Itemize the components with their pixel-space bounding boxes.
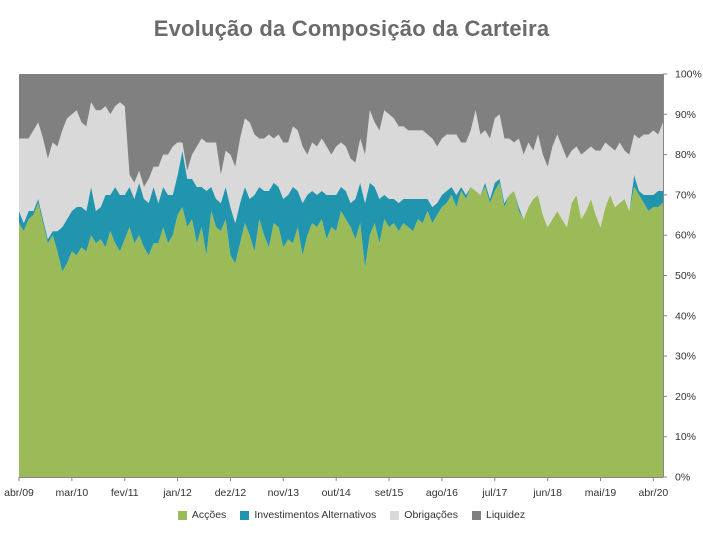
x-tick-label: out/14 bbox=[322, 487, 351, 499]
x-tick-label: set/15 bbox=[375, 487, 404, 499]
y-tick-label: 30% bbox=[675, 351, 696, 363]
x-axis-ticks: abr/09 mar/10 fev/11 jan/12 dez/12 nov/13 out/… bbox=[4, 477, 668, 499]
area-series-0 bbox=[19, 182, 663, 477]
y-tick-label: 100% bbox=[675, 69, 702, 81]
x-tick-label: mar/10 bbox=[56, 487, 89, 499]
x-tick-label: dez/12 bbox=[215, 487, 247, 499]
y-axis-ticks: 0% 10% 20% 30% 40% 50% 60% 70% 80% 90% 100% bbox=[663, 69, 702, 484]
legend-item: Obrigações bbox=[390, 509, 458, 521]
legend-item: Acções bbox=[177, 509, 227, 521]
x-tick-label: abr/09 bbox=[4, 487, 34, 499]
x-tick-label: abr/20 bbox=[638, 487, 668, 499]
legend-item: Liquidez bbox=[472, 509, 525, 521]
x-tick-label: jul/17 bbox=[481, 487, 507, 499]
chart-title: Evolução da Composição da Carteira bbox=[153, 16, 550, 41]
y-tick-label: 50% bbox=[675, 270, 696, 282]
legend-swatch bbox=[472, 510, 481, 520]
x-tick-label: fev/11 bbox=[111, 487, 139, 499]
y-tick-label: 0% bbox=[675, 472, 690, 484]
stacked-areas bbox=[19, 74, 663, 477]
legend-swatch bbox=[390, 510, 400, 520]
area-series-2 bbox=[19, 102, 663, 240]
y-tick-label: 80% bbox=[675, 149, 696, 161]
legend-label: Investimentos Alternativos bbox=[254, 509, 377, 521]
x-tick-label: ago/16 bbox=[426, 487, 458, 499]
y-tick-label: 70% bbox=[675, 189, 696, 201]
y-tick-label: 90% bbox=[675, 109, 696, 121]
legend-swatch bbox=[240, 510, 250, 520]
area-series-1 bbox=[19, 150, 663, 272]
x-tick-label: nov/13 bbox=[268, 487, 300, 499]
area-series-3 bbox=[19, 74, 663, 187]
y-tick-label: 20% bbox=[675, 391, 696, 403]
y-tick-label: 60% bbox=[675, 230, 696, 242]
legend-label: Liquidez bbox=[486, 509, 526, 521]
legend-item: Investimentos Alternativos bbox=[240, 509, 376, 521]
y-tick-label: 40% bbox=[675, 310, 696, 322]
legend-swatch bbox=[177, 510, 187, 520]
y-tick-label: 10% bbox=[675, 431, 696, 443]
legend-label: Obrigações bbox=[404, 509, 458, 521]
x-tick-label: jan/12 bbox=[162, 487, 192, 499]
legend: Acções Investimentos Alternativos Obrigaçõ… bbox=[0, 509, 703, 521]
legend-label: Acções bbox=[191, 509, 227, 521]
x-tick-label: mai/19 bbox=[585, 487, 617, 499]
x-tick-label: jun/18 bbox=[532, 487, 562, 499]
